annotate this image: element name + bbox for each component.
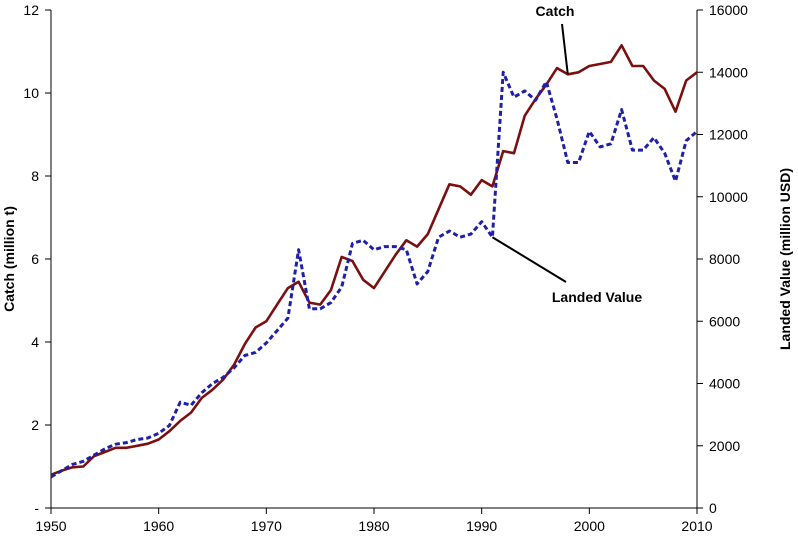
right-y-tick-label: 10000 [709, 189, 748, 205]
catch-annotation-leader [561, 23, 569, 75]
left-y-tick-label: - [34, 500, 39, 516]
x-tick-label: 1960 [143, 518, 174, 534]
landed-value-annotation-leader [491, 236, 567, 283]
x-tick-label: 1990 [466, 518, 497, 534]
tick-marks [45, 9, 703, 514]
series-layer [50, 43, 698, 479]
left-y-axis-title: Catch (million t) [1, 206, 17, 312]
right-y-tick-label: 12000 [709, 127, 748, 143]
annotation-layer: Catch Landed Value [491, 3, 642, 305]
x-tick-label: 1950 [35, 518, 66, 534]
x-tick-label: 1980 [358, 518, 389, 534]
right-y-tick-label: 2000 [709, 438, 740, 454]
right-y-tick-label: 4000 [709, 376, 740, 392]
left-y-tick-label: 4 [31, 334, 39, 350]
axes [50, 10, 698, 509]
right-y-tick-label: 0 [709, 500, 717, 516]
x-tick-label: 1970 [251, 518, 282, 534]
left-y-tick-label: 10 [23, 85, 39, 101]
catch-annotation: Catch [536, 3, 575, 19]
left-y-tick-label: 12 [23, 2, 39, 18]
left-y-tick-label: 2 [31, 417, 39, 433]
left-y-tick-label: 6 [31, 251, 39, 267]
landed-value-annotation: Landed Value [552, 289, 642, 305]
right-y-axis-title: Landed Value (million USD) [777, 168, 793, 350]
right-y-tick-label: 6000 [709, 313, 740, 329]
left-y-tick-label: 8 [31, 168, 39, 184]
x-tick-label: 2010 [681, 518, 712, 534]
landed-value-series-line [50, 70, 698, 479]
catch-series-line [50, 43, 698, 477]
right-y-tick-label: 16000 [709, 2, 748, 18]
right-y-tick-label: 8000 [709, 251, 740, 267]
x-tick-label: 2000 [574, 518, 605, 534]
tick-labels: 1950 1960 1970 1980 1990 2000 2010 - 2 4 6 8 10 12 0 20… [23, 2, 748, 534]
right-y-tick-label: 14000 [709, 64, 748, 80]
